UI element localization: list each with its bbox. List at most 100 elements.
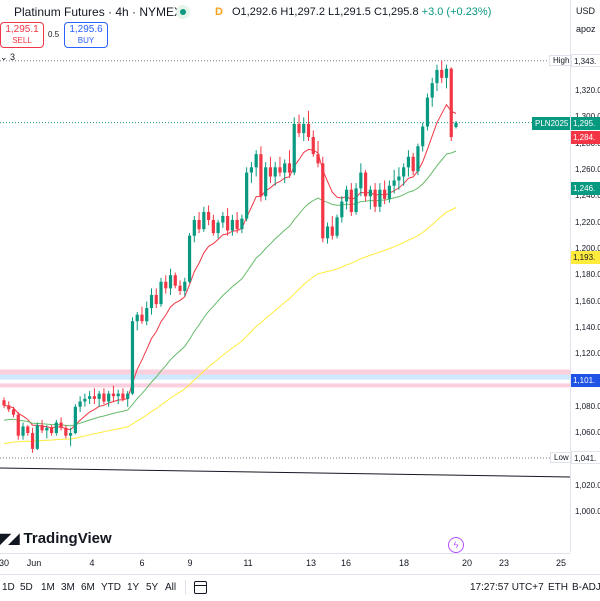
price-tick-label: 1,160.0 (575, 296, 600, 306)
candle-body (187, 235, 192, 282)
time-tick-label: 20 (461, 558, 473, 568)
time-tick-label: 4 (89, 558, 95, 568)
candle-body (135, 314, 139, 322)
unit-label: apoz (576, 24, 596, 34)
candle-body (26, 426, 30, 434)
high-label: High (549, 55, 570, 66)
candle-body (173, 275, 177, 286)
symbol-title[interactable]: Platinum Futures · 4h · NYMEX (14, 5, 183, 19)
candle-body (197, 219, 201, 230)
candle-body (306, 123, 311, 138)
timeframe-button[interactable]: 5D (20, 582, 33, 593)
timeframe-button[interactable]: 1M (41, 582, 55, 593)
candle-body (107, 393, 111, 402)
candle-body (406, 156, 411, 168)
sell-price: 1,295.1 (5, 24, 39, 35)
candle-body (302, 123, 306, 134)
chart-pane[interactable]: Platinum Futures · 4h · NYMEX D O1,292.6… (0, 0, 570, 553)
spread-value: 0.5 (48, 30, 60, 39)
ohlc-readout: O1,292.6 H1,297.2 L1,291.5 C1,295.8 +3.0… (232, 6, 491, 18)
candle-body (2, 400, 6, 406)
candle-body (159, 281, 163, 305)
candle-body (435, 69, 439, 84)
candle-body (359, 172, 363, 189)
candle-body (111, 393, 116, 397)
candle-body (335, 217, 339, 236)
candle-body (311, 137, 315, 155)
candle-body (154, 294, 158, 305)
ma-green-tag: 1,246. (571, 182, 600, 195)
low-label: Low (550, 452, 570, 463)
timeframe-button[interactable]: 1D (2, 582, 15, 593)
candle-body (321, 163, 325, 239)
price-tick-label: 1,120.0 (575, 349, 600, 359)
timeframe-button[interactable]: All (165, 582, 177, 593)
time-tick-label: 6 (139, 558, 145, 568)
ohlc-change: +3.0 (+0.23%) (421, 6, 492, 18)
timeframe-button[interactable]: 5Y (146, 582, 159, 593)
symbol-price-tag: PLN2025 (532, 117, 570, 130)
candle-body (287, 163, 292, 173)
candle-body (202, 212, 206, 230)
candle-body (11, 409, 16, 415)
time-tick-label: 9 (187, 558, 193, 568)
time-axis[interactable]: 30 Jun 4 6 9 11 13 16 18 20 23 25 (0, 553, 570, 575)
delayed-badge[interactable]: D (215, 6, 223, 18)
candle-body (7, 405, 11, 410)
currency-label[interactable]: USD (576, 6, 596, 16)
candle-body (387, 185, 391, 199)
toolbar-divider (185, 580, 186, 595)
candle-body (378, 189, 382, 207)
session-toggle[interactable]: ETH (548, 582, 568, 593)
candle-body (444, 68, 449, 78)
candle-body (411, 156, 415, 172)
tradingview-logo[interactable]: ◤◢ TradingView (0, 530, 112, 547)
indicators-toggle[interactable]: ⌄ 3 (0, 52, 16, 62)
time-tick-label: 18 (398, 558, 410, 568)
adjustment-toggle[interactable]: B-ADJ (572, 582, 600, 593)
candle-body (126, 393, 130, 399)
timeframe-button[interactable]: 3M (61, 582, 75, 593)
timeframe-button[interactable]: YTD (101, 582, 121, 593)
candle-body (73, 406, 77, 434)
tradingview-wordmark: TradingView (23, 530, 112, 547)
candle-body (183, 281, 187, 291)
buy-button[interactable]: 1,295.6 BUY (64, 22, 108, 48)
price-chart[interactable] (0, 0, 570, 553)
candle-body (392, 180, 396, 186)
price-tick-label: 1,080.0 (575, 401, 600, 411)
candle-body (283, 163, 287, 173)
calendar-icon[interactable] (194, 581, 207, 594)
buy-price: 1,295.6 (69, 24, 103, 35)
ma-red-tag: 1,284. (571, 131, 600, 144)
flash-icon[interactable]: ϟ (448, 537, 464, 553)
price-tick-label: 1,020.0 (575, 480, 600, 490)
candle-body (349, 189, 353, 213)
candle-body (354, 188, 358, 213)
timeframe-button[interactable]: 1Y (127, 582, 140, 593)
candle-body (368, 189, 372, 197)
candle-body (102, 393, 106, 402)
last-price-tag: 1,295. (571, 117, 600, 130)
price-tick-label: 1,260.0 (575, 164, 600, 174)
candle-body (54, 422, 58, 434)
candle-body (440, 69, 444, 78)
candle-body (278, 167, 282, 173)
time-tick-label: 23 (498, 558, 510, 568)
timeframe-button[interactable]: 6M (81, 582, 95, 593)
sell-button[interactable]: 1,295.1 SELL (0, 22, 44, 48)
candle-body (344, 189, 349, 202)
time-tick-label: 11 (243, 558, 253, 568)
time-tick-label: 16 (340, 558, 352, 568)
candle-body (273, 167, 277, 177)
candle-body (35, 425, 39, 449)
utc-clock[interactable]: 17:27:57 UTC+7 (470, 582, 544, 593)
candle-body (449, 68, 453, 138)
price-axis[interactable]: USD apoz 1,320.01,300.01,280.01,260.01,2… (570, 0, 600, 553)
candle-body (211, 219, 215, 234)
price-tick-label: 1,060.0 (575, 428, 600, 438)
price-tick-label: 1,200.0 (575, 243, 600, 253)
candle-body (364, 172, 368, 197)
candle-body (235, 219, 239, 230)
candle-body (178, 285, 182, 291)
